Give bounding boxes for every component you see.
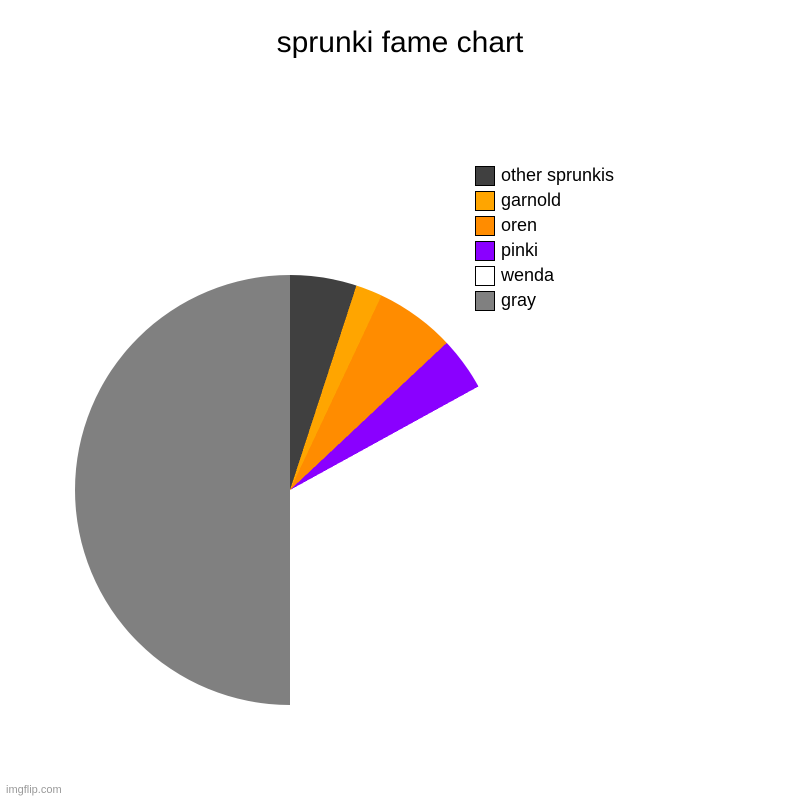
legend-label: other sprunkis — [501, 165, 614, 186]
legend-label: oren — [501, 215, 537, 236]
chart-title: sprunki fame chart — [0, 26, 800, 60]
legend-swatch — [475, 241, 495, 261]
pie-chart — [75, 275, 505, 705]
legend-item: oren — [475, 215, 614, 236]
legend-swatch — [475, 216, 495, 236]
legend-label: garnold — [501, 190, 561, 211]
legend-swatch — [475, 291, 495, 311]
legend-label: pinki — [501, 240, 538, 261]
legend-item: other sprunkis — [475, 165, 614, 186]
watermark: imgflip.com — [6, 784, 62, 796]
legend-label: wenda — [501, 265, 554, 286]
legend-label: gray — [501, 290, 536, 311]
legend-item: wenda — [475, 265, 614, 286]
legend-item: garnold — [475, 190, 614, 211]
legend-item: gray — [475, 290, 614, 311]
legend-swatch — [475, 266, 495, 286]
legend-item: pinki — [475, 240, 614, 261]
legend: other sprunkis garnold oren pinki wenda gray — [475, 165, 614, 315]
legend-swatch — [475, 191, 495, 211]
legend-swatch — [475, 166, 495, 186]
